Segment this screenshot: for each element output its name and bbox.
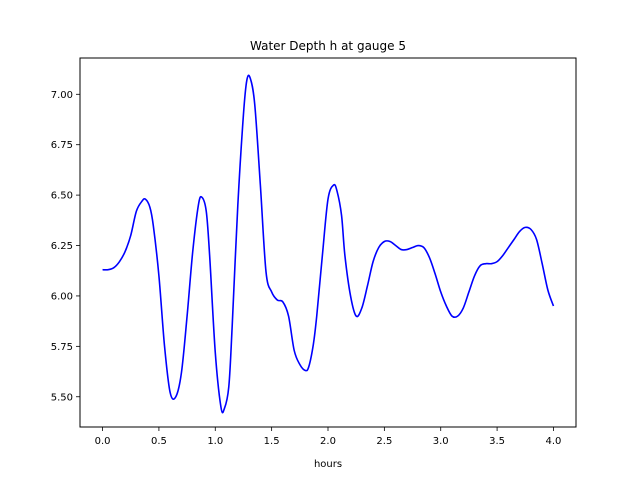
y-tick-label: 6.75 [51,140,73,151]
y-tick-label: 5.75 [51,342,73,353]
x-tick-label: 1.5 [264,436,280,447]
series-line-0 [102,74,555,414]
x-tick-label: 0.0 [95,436,111,447]
x-tick-label: 3.5 [489,436,505,447]
y-tick-label: 6.00 [51,291,73,302]
y-tick-label: 6.50 [51,191,73,202]
y-tick-label: 5.50 [51,392,73,403]
x-tick-label: 2.5 [376,436,392,447]
x-axis-label: hours [314,459,342,470]
plot-frame [79,57,577,428]
x-tick-label: 1.0 [207,436,223,447]
x-tick-label: 2.0 [320,436,336,447]
y-tick-label: 7.00 [51,90,73,101]
y-tick-label: 6.25 [51,241,73,252]
x-tick-label: 3.0 [433,436,449,447]
x-tick-label: 4.0 [546,436,562,447]
chart-title: Water Depth h at gauge 5 [250,39,406,53]
x-tick-label: 0.5 [151,436,167,447]
